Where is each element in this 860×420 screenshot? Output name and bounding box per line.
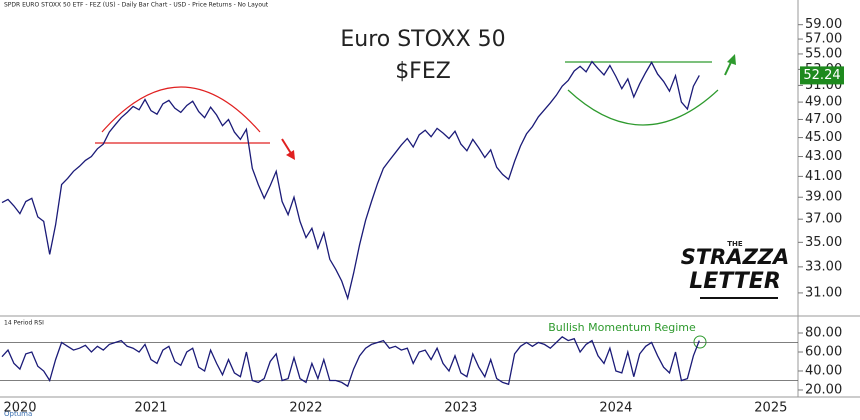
y-tick-label: 59.00 bbox=[805, 17, 842, 32]
highlight-circle bbox=[693, 335, 707, 349]
y-tick-label: 41.00 bbox=[805, 169, 842, 184]
y-tick-label: 20.00 bbox=[805, 382, 842, 397]
y-tick-label: 47.00 bbox=[805, 112, 842, 127]
x-tick-label: 2023 bbox=[444, 401, 477, 416]
x-tick-label: 2024 bbox=[599, 401, 632, 416]
y-tick-label: 39.00 bbox=[805, 190, 842, 205]
arrow-head bbox=[286, 150, 295, 160]
y-tick-label: 45.00 bbox=[805, 130, 842, 145]
y-tick-label: 60.00 bbox=[805, 344, 842, 359]
logo-text: LETTER bbox=[689, 269, 781, 294]
plot-layer: 31.00 33.00 35.00 37.00 39.00 41.00 43.00 45.00… bbox=[0, 17, 844, 416]
logo-text: STRAZZA bbox=[681, 245, 790, 269]
chart-subtitle: $FEZ bbox=[395, 59, 451, 84]
x-tick-label: 2021 bbox=[134, 401, 167, 416]
y-tick-label: 49.00 bbox=[805, 95, 842, 110]
y-tick-label: 31.00 bbox=[805, 285, 842, 300]
chart-title: Euro STOXX 50 bbox=[340, 27, 505, 52]
y-tick-label: 33.00 bbox=[805, 259, 842, 274]
footer: Optuma bbox=[4, 410, 32, 418]
price-line bbox=[1, 60, 700, 301]
price-line bbox=[1, 335, 700, 388]
x-tick-label: 2020 bbox=[3, 401, 36, 416]
y-tick-label: 43.00 bbox=[805, 149, 842, 164]
last-value-box bbox=[800, 66, 844, 85]
y-tick-label: 35.00 bbox=[805, 235, 842, 250]
y-tick-label: 40.00 bbox=[805, 363, 842, 378]
header: SPDR EURO STOXX 50 ETF - FEZ (US) - Dail… bbox=[4, 2, 269, 9]
arc-overlay bbox=[567, 89, 719, 126]
x-tick-label: 2022 bbox=[289, 401, 322, 416]
arc-overlay bbox=[101, 86, 261, 133]
annotation: Bullish Momentum Regime bbox=[548, 321, 696, 334]
y-tick-label: 57.00 bbox=[805, 32, 842, 47]
y-tick-label: 55.00 bbox=[805, 46, 842, 61]
x-tick-label: 2025 bbox=[754, 401, 787, 416]
y-tick-label: 37.00 bbox=[805, 212, 842, 227]
arrow-head bbox=[727, 54, 736, 65]
rsi-title: 14 Period RSI bbox=[4, 320, 44, 327]
last-value-label: 52.24 bbox=[803, 68, 840, 83]
y-tick-label: 80.00 bbox=[805, 326, 842, 341]
logo-text: THE bbox=[727, 240, 743, 248]
